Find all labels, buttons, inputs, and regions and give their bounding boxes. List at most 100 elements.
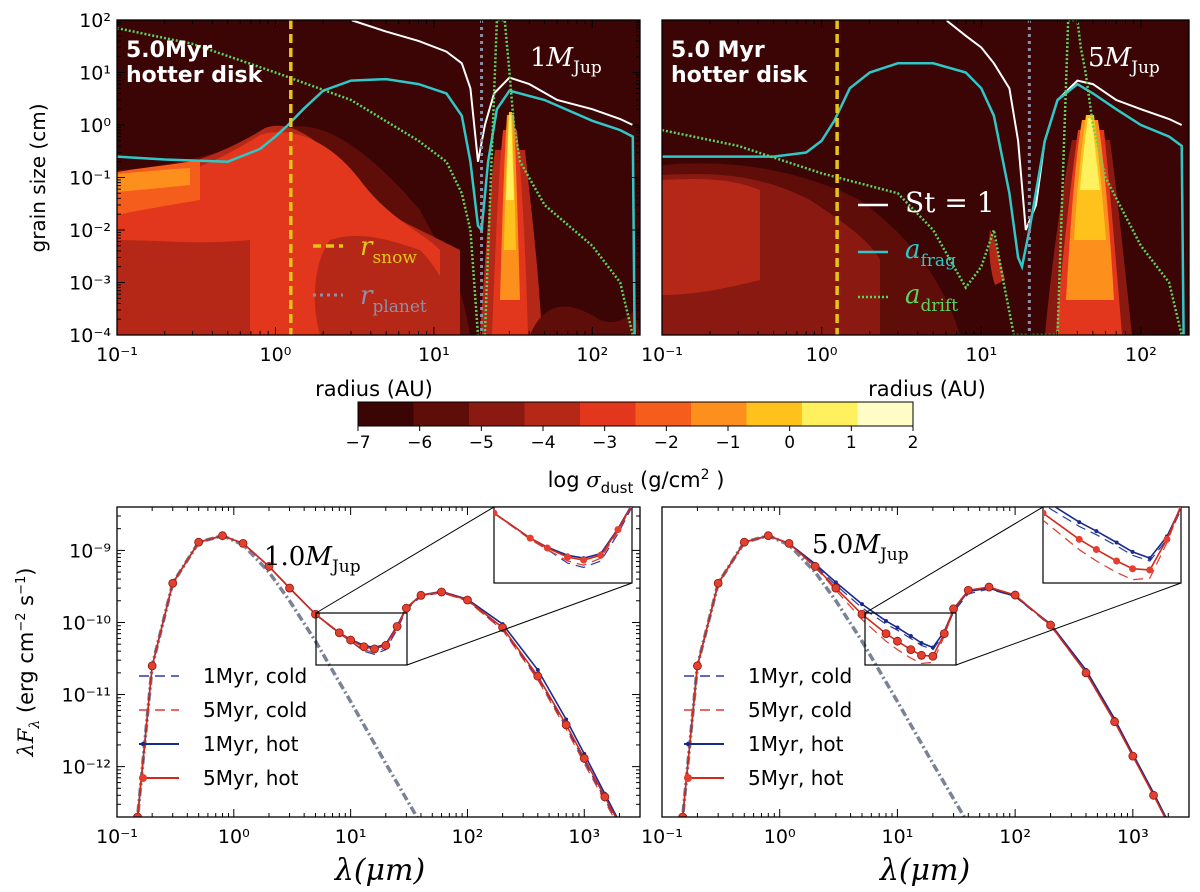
- sed-point: [416, 590, 426, 600]
- colorbar-tick-label: −2: [654, 433, 679, 453]
- zoom-inset: [824, 414, 1182, 666]
- bottom-ylabel: λFλ (erg cm−2 s−1): [14, 568, 43, 758]
- inset-point: [1130, 549, 1135, 554]
- inset-point: [930, 414, 937, 421]
- bottom-left-xlabel: λ(μm): [334, 853, 425, 888]
- colorbar-cell: [358, 402, 414, 426]
- colorbar-cell: [691, 402, 747, 426]
- legend-label: 1Myr, hot: [748, 732, 844, 756]
- y-tick-label: 10⁻³: [69, 273, 111, 295]
- sed-point: [881, 629, 891, 639]
- legend-marker: [685, 741, 691, 747]
- colorbar-tick-label: −4: [530, 433, 555, 453]
- legend-label: 5Myr, cold: [203, 698, 307, 722]
- inset-point: [543, 544, 551, 552]
- sed-point: [533, 671, 543, 681]
- inset-point: [1041, 497, 1045, 501]
- x-tick-label: 10⁻¹: [641, 826, 683, 848]
- inset-point: [451, 474, 458, 481]
- sed-point: [437, 587, 446, 597]
- y-tick-label: 10⁻⁴: [69, 325, 111, 347]
- panel-top-right: 10⁻¹ 10⁰ 10¹ 10² 5.0 Myr hotter disk 5MJup …: [641, 19, 1190, 401]
- sed-point: [928, 651, 938, 661]
- colorbar-tick-label: −7: [345, 433, 370, 453]
- sed-point: [535, 667, 540, 672]
- sed-point: [984, 582, 994, 592]
- x-tick-label: 10⁰: [764, 826, 796, 848]
- inset-point: [453, 476, 457, 480]
- inset-point: [1129, 565, 1137, 573]
- x-tick-label: 10²: [452, 826, 484, 848]
- x-tick-label: 10³: [568, 826, 600, 848]
- inset-point: [1147, 556, 1152, 561]
- inset-point: [580, 556, 588, 564]
- sed-point: [831, 583, 841, 593]
- sed-point: [238, 539, 248, 548]
- colorbar-cell: [635, 402, 692, 426]
- sed-point: [1149, 790, 1158, 800]
- colorbar-tick-label: −3: [592, 433, 617, 453]
- zoom-inset: [274, 412, 634, 666]
- sed-point: [949, 604, 958, 614]
- inset-point: [1094, 529, 1099, 534]
- x-tick-label: 10¹: [418, 344, 450, 366]
- inset-series-line: [494, 507, 632, 569]
- sed-point: [784, 539, 794, 548]
- inset-point: [526, 534, 534, 542]
- sed-point: [810, 561, 820, 571]
- inset-point: [1002, 468, 1006, 472]
- a-frag-curve: [117, 77, 636, 335]
- legend-label: 5Myr, hot: [748, 766, 844, 790]
- sed-point: [763, 531, 773, 541]
- inset-point: [1077, 520, 1082, 525]
- sed-point: [908, 633, 913, 638]
- inset-point: [313, 412, 320, 419]
- inset-point: [630, 502, 634, 506]
- y-tick-label: 10⁻¹¹: [62, 685, 111, 707]
- stellar-photosphere-line: [135, 533, 419, 817]
- heatmap-contours: [117, 112, 640, 335]
- panel-bottom-right: 10⁻¹ 10⁰ 10¹ 10² 10³ 5.0MJup 1Myr, cold5Myr,…: [641, 414, 1190, 888]
- sed-point: [392, 622, 402, 631]
- y-tick-label: 10⁻²: [69, 220, 111, 242]
- x-tick-label: 10²: [999, 826, 1031, 848]
- inset-point: [564, 553, 572, 561]
- inset-point: [614, 526, 622, 534]
- x-tick-label: 10⁻¹: [641, 344, 683, 366]
- top-right-xlabel: radius (AU): [868, 377, 986, 401]
- zoom-connector: [864, 506, 1044, 614]
- inset-point: [274, 468, 281, 475]
- sed-point: [1128, 751, 1138, 761]
- x-tick-label: 10¹: [882, 826, 914, 848]
- legend: 1Myr, cold 5Myr, cold 1Myr, hot 5Myr, hot: [684, 664, 852, 790]
- planet-mass-label: 5MJup: [1088, 43, 1160, 78]
- sed-point: [906, 645, 916, 655]
- sed-point: [359, 642, 369, 652]
- stellar-photosphere-line: [680, 533, 967, 817]
- panel-top-left: 10⁻¹ 10⁰ 10¹ 10² 10⁻⁴ 10⁻³ 10⁻² 10⁻¹ 10⁰ 10¹ 10² 5…: [26, 10, 641, 401]
- x-tick-label: 10³: [1117, 826, 1149, 848]
- colorbar-tick-label: 2: [908, 433, 919, 453]
- sed-point: [264, 561, 274, 571]
- sed-point: [919, 640, 924, 645]
- a-drift-curve: [117, 20, 635, 335]
- sed-point: [285, 583, 294, 593]
- inset-point: [597, 551, 605, 559]
- panel-title-line2: hotter disk: [126, 63, 264, 88]
- zoom-connector: [315, 506, 495, 614]
- sed-point: [1010, 590, 1020, 600]
- inset-point: [824, 469, 828, 473]
- legend-marker: [140, 741, 146, 747]
- sed-point: [381, 641, 391, 650]
- sed-point: [463, 595, 472, 605]
- colorbar-label: log σdust (g/cm2 ): [548, 467, 725, 497]
- axes-frame: [661, 506, 1190, 818]
- legend-st1-label: St = 1: [905, 186, 995, 219]
- inset-point: [1114, 540, 1119, 545]
- inset-point: [1163, 535, 1171, 543]
- inset-series-line: [1046, 507, 1181, 562]
- inset-point: [494, 509, 498, 517]
- colorbar: −7 −6 −5 −4 −3 −2 −1 0 1 2 log σdust (g/cm2 ): [345, 401, 919, 497]
